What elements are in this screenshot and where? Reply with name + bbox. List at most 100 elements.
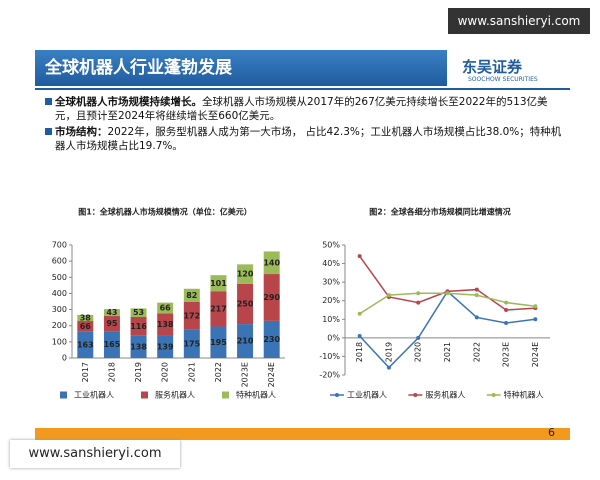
logo: 东吴证券 [462,58,523,76]
data-label: 38 [80,313,92,322]
bar-segment [237,283,254,325]
y-tick-label: 200 [52,321,67,330]
y-tick-label: 500 [52,273,67,282]
bar-segment [103,309,120,317]
bar-segment [77,314,94,322]
x-tick-label: 2023E [241,362,250,387]
data-label: 138 [130,342,147,351]
legend-label: 特种机器人 [236,390,276,400]
bullet-text: 全球机器人市场规模从2017年的267亿美元持续增长至2022年的513亿美元，… [55,96,548,122]
x-tick-label: 2023E [502,342,511,367]
bullet-heading: 全球机器人市场规模持续增长。 [55,96,202,108]
point [474,287,479,292]
bar-segment [130,316,147,336]
bar-segment [183,329,200,358]
page-number: 6 [548,426,555,439]
y-tick-label: 300 [52,305,67,314]
point [357,254,362,259]
y-tick-label: -20% [319,371,340,380]
point [533,317,538,322]
legend-swatch [491,393,496,397]
point [357,311,362,316]
y-tick-label: 600 [52,257,67,266]
x-tick-label: 2018 [107,362,116,382]
legend-label: 服务机器人 [425,390,465,400]
data-label: 116 [130,322,147,331]
legend-swatch [60,391,67,399]
point [416,335,421,340]
data-label: 43 [106,308,117,317]
data-label: 163 [77,340,94,349]
point [533,304,538,309]
bullet: 市场结构：2022年，服务型机器人成为第一大市场， 占比42.3%；工业机器人市… [45,125,565,153]
bar-segment [157,335,174,358]
point [386,293,391,298]
data-label: 230 [263,335,280,344]
data-label: 210 [237,337,254,346]
point [416,300,421,305]
bar-segment [157,302,174,314]
bar-segment [210,326,227,358]
bar-segment [263,251,280,275]
y-tick-label: 20% [322,296,340,305]
point [504,308,509,312]
point [504,321,509,325]
data-label: 139 [157,342,174,351]
x-tick-label: 2021 [443,342,452,362]
y-tick-label: 0 [62,354,67,363]
data-label: 172 [183,311,200,320]
legend-swatch [222,391,229,399]
bar-segment [237,324,254,358]
legend-label: 特种机器人 [504,390,544,400]
point [474,293,479,298]
data-label: 290 [263,293,280,302]
series-line [359,255,536,311]
bar-segment [77,331,94,358]
point [445,291,450,296]
header-title: 全球机器人行业蓬勃发展 [35,50,447,86]
bar-segment [103,331,120,358]
x-tick-label: 2021 [187,362,196,382]
x-tick-label: 2024E [267,362,276,387]
data-label: 140 [263,258,280,267]
x-tick-label: 2019 [384,342,393,362]
data-label: 66 [80,322,92,331]
y-tick-label: 50% [322,241,340,250]
bar-segment [263,320,280,358]
x-tick-label: 2022 [472,342,481,362]
bar-segment [183,301,200,330]
footer-bar [35,428,570,440]
x-tick-label: 2019 [134,362,143,382]
y-tick-label: 10% [322,315,340,324]
y-tick-label: 40% [322,259,340,268]
y-tick-label: 400 [52,289,67,298]
x-tick-label: 2018 [355,342,364,362]
bullet-heading: 市场结构： [55,126,108,138]
bullets: 全球机器人市场规模持续增长。全球机器人市场规模从2017年的267亿美元持续增长… [45,95,565,155]
bar-segment [210,291,227,327]
y-tick-label: 700 [52,241,67,250]
logo-sub: SOOCHOW SECURITIES [468,76,538,83]
bullet: 全球机器人市场规模持续增长。全球机器人市场规模从2017年的267亿美元持续增长… [45,95,565,123]
data-label: 120 [237,270,254,279]
bar-segment [210,275,227,292]
data-label: 101 [210,279,227,288]
point [357,334,362,338]
legend-label: 工业机器人 [347,390,387,400]
data-label: 53 [133,308,144,317]
bar-segment [77,321,94,332]
x-tick-label: 2017 [81,362,90,382]
bullet-text: 2022年，服务型机器人成为第一大市场， 占比42.3%；工业机器人市场规模占比… [55,126,562,152]
legend-label: 工业机器人 [74,390,114,400]
bar-segment [237,264,254,284]
y-tick-label: -10% [319,352,340,361]
data-label: 95 [106,319,118,328]
series-line [359,292,536,315]
legend-label: 服务机器人 [155,390,195,400]
x-tick-label: 2020 [161,362,170,382]
data-label: 138 [157,320,174,329]
watermark: www.sanshieryi.com [10,440,180,468]
y-tick-label: 100 [52,337,67,346]
